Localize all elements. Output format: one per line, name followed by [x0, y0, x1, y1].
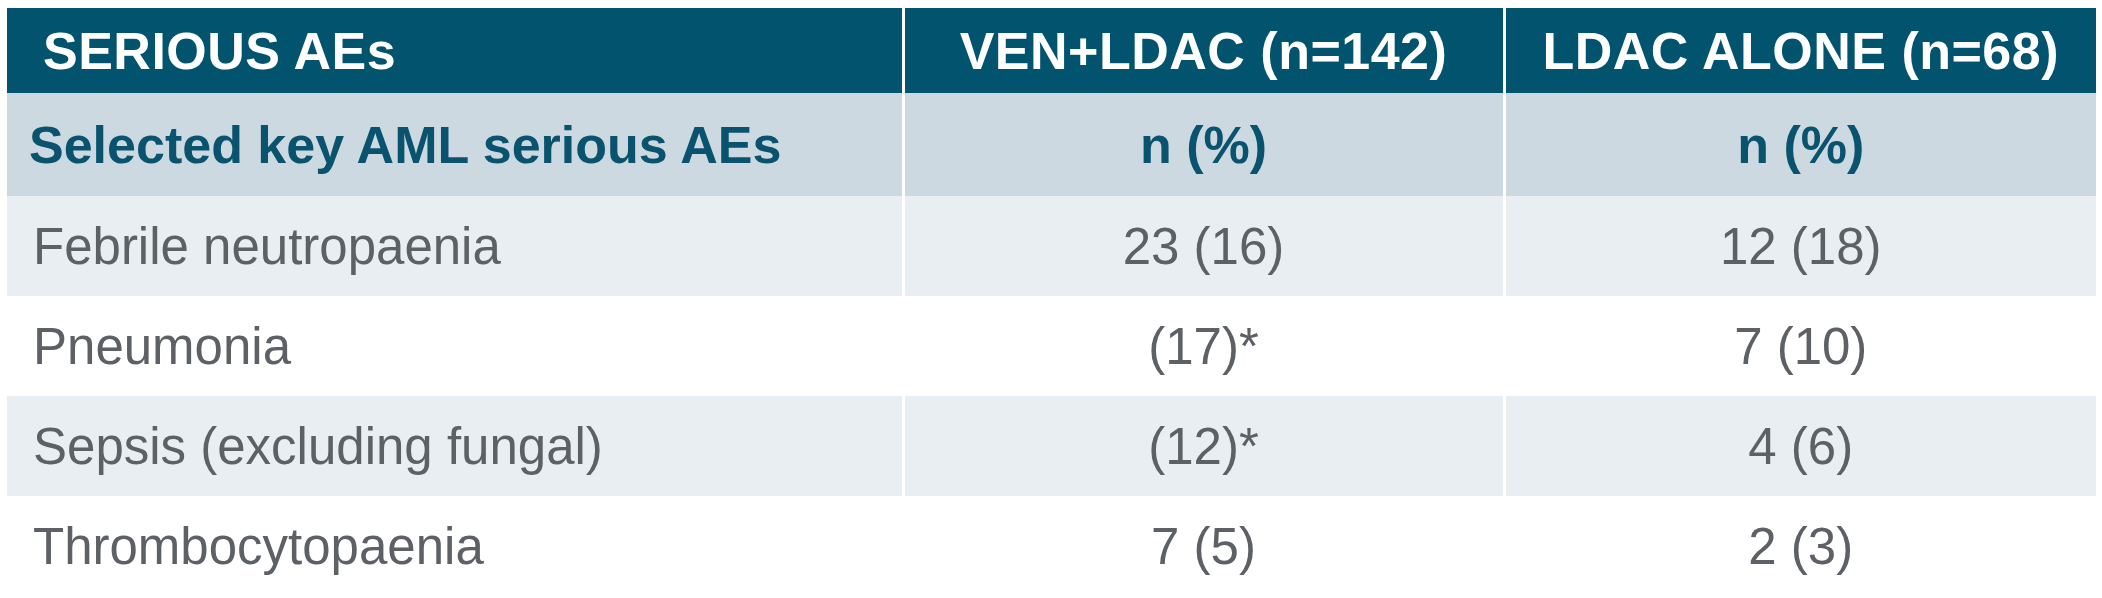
value-cell-ven-ldac: (12)*: [903, 396, 1504, 496]
table-subheader-row: Selected key AML serious AEs n (%) n (%): [7, 93, 2096, 196]
row-label-cell: Thrombocytopaenia: [7, 496, 903, 596]
table-row-thrombocytopaenia: Thrombocytopaenia 7 (5) 2 (3): [7, 496, 2096, 596]
subheader-selected-key-aml: Selected key AML serious AEs: [7, 93, 903, 196]
subheader-n-pct-ldac-alone: n (%): [1504, 93, 2096, 196]
subheader-n-pct-ven-ldac: n (%): [903, 93, 1504, 196]
value-cell-ven-ldac: (17)*: [903, 296, 1504, 396]
header-ldac-alone: LDAC ALONE (n=68): [1504, 8, 2096, 93]
value-cell-ven-ldac: 7 (5): [903, 496, 1504, 596]
header-serious-aes: SERIOUS AEs: [7, 8, 903, 93]
row-label-cell: Pneumonia: [7, 296, 903, 396]
table-row-pneumonia: Pneumonia (17)* 7 (10): [7, 296, 2096, 396]
value-cell-ven-ldac: 23 (16): [903, 196, 1504, 296]
value-cell-ldac-alone: 4 (6): [1504, 396, 2096, 496]
serious-aes-table: SERIOUS AEs VEN+LDAC (n=142) LDAC ALONE …: [7, 8, 2096, 596]
value-cell-ldac-alone: 7 (10): [1504, 296, 2096, 396]
table-header-row: SERIOUS AEs VEN+LDAC (n=142) LDAC ALONE …: [7, 8, 2096, 93]
table-row-sepsis: Sepsis (excluding fungal) (12)* 4 (6): [7, 396, 2096, 496]
header-ven-ldac: VEN+LDAC (n=142): [903, 8, 1504, 93]
value-cell-ldac-alone: 12 (18): [1504, 196, 2096, 296]
row-label-cell: Febrile neutropaenia: [7, 196, 903, 296]
row-label-cell: Sepsis (excluding fungal): [7, 396, 903, 496]
value-cell-ldac-alone: 2 (3): [1504, 496, 2096, 596]
slide-canvas: SERIOUS AEs VEN+LDAC (n=142) LDAC ALONE …: [0, 0, 2102, 598]
table-row-febrile-neutropaenia: Febrile neutropaenia 23 (16) 12 (18): [7, 196, 2096, 296]
